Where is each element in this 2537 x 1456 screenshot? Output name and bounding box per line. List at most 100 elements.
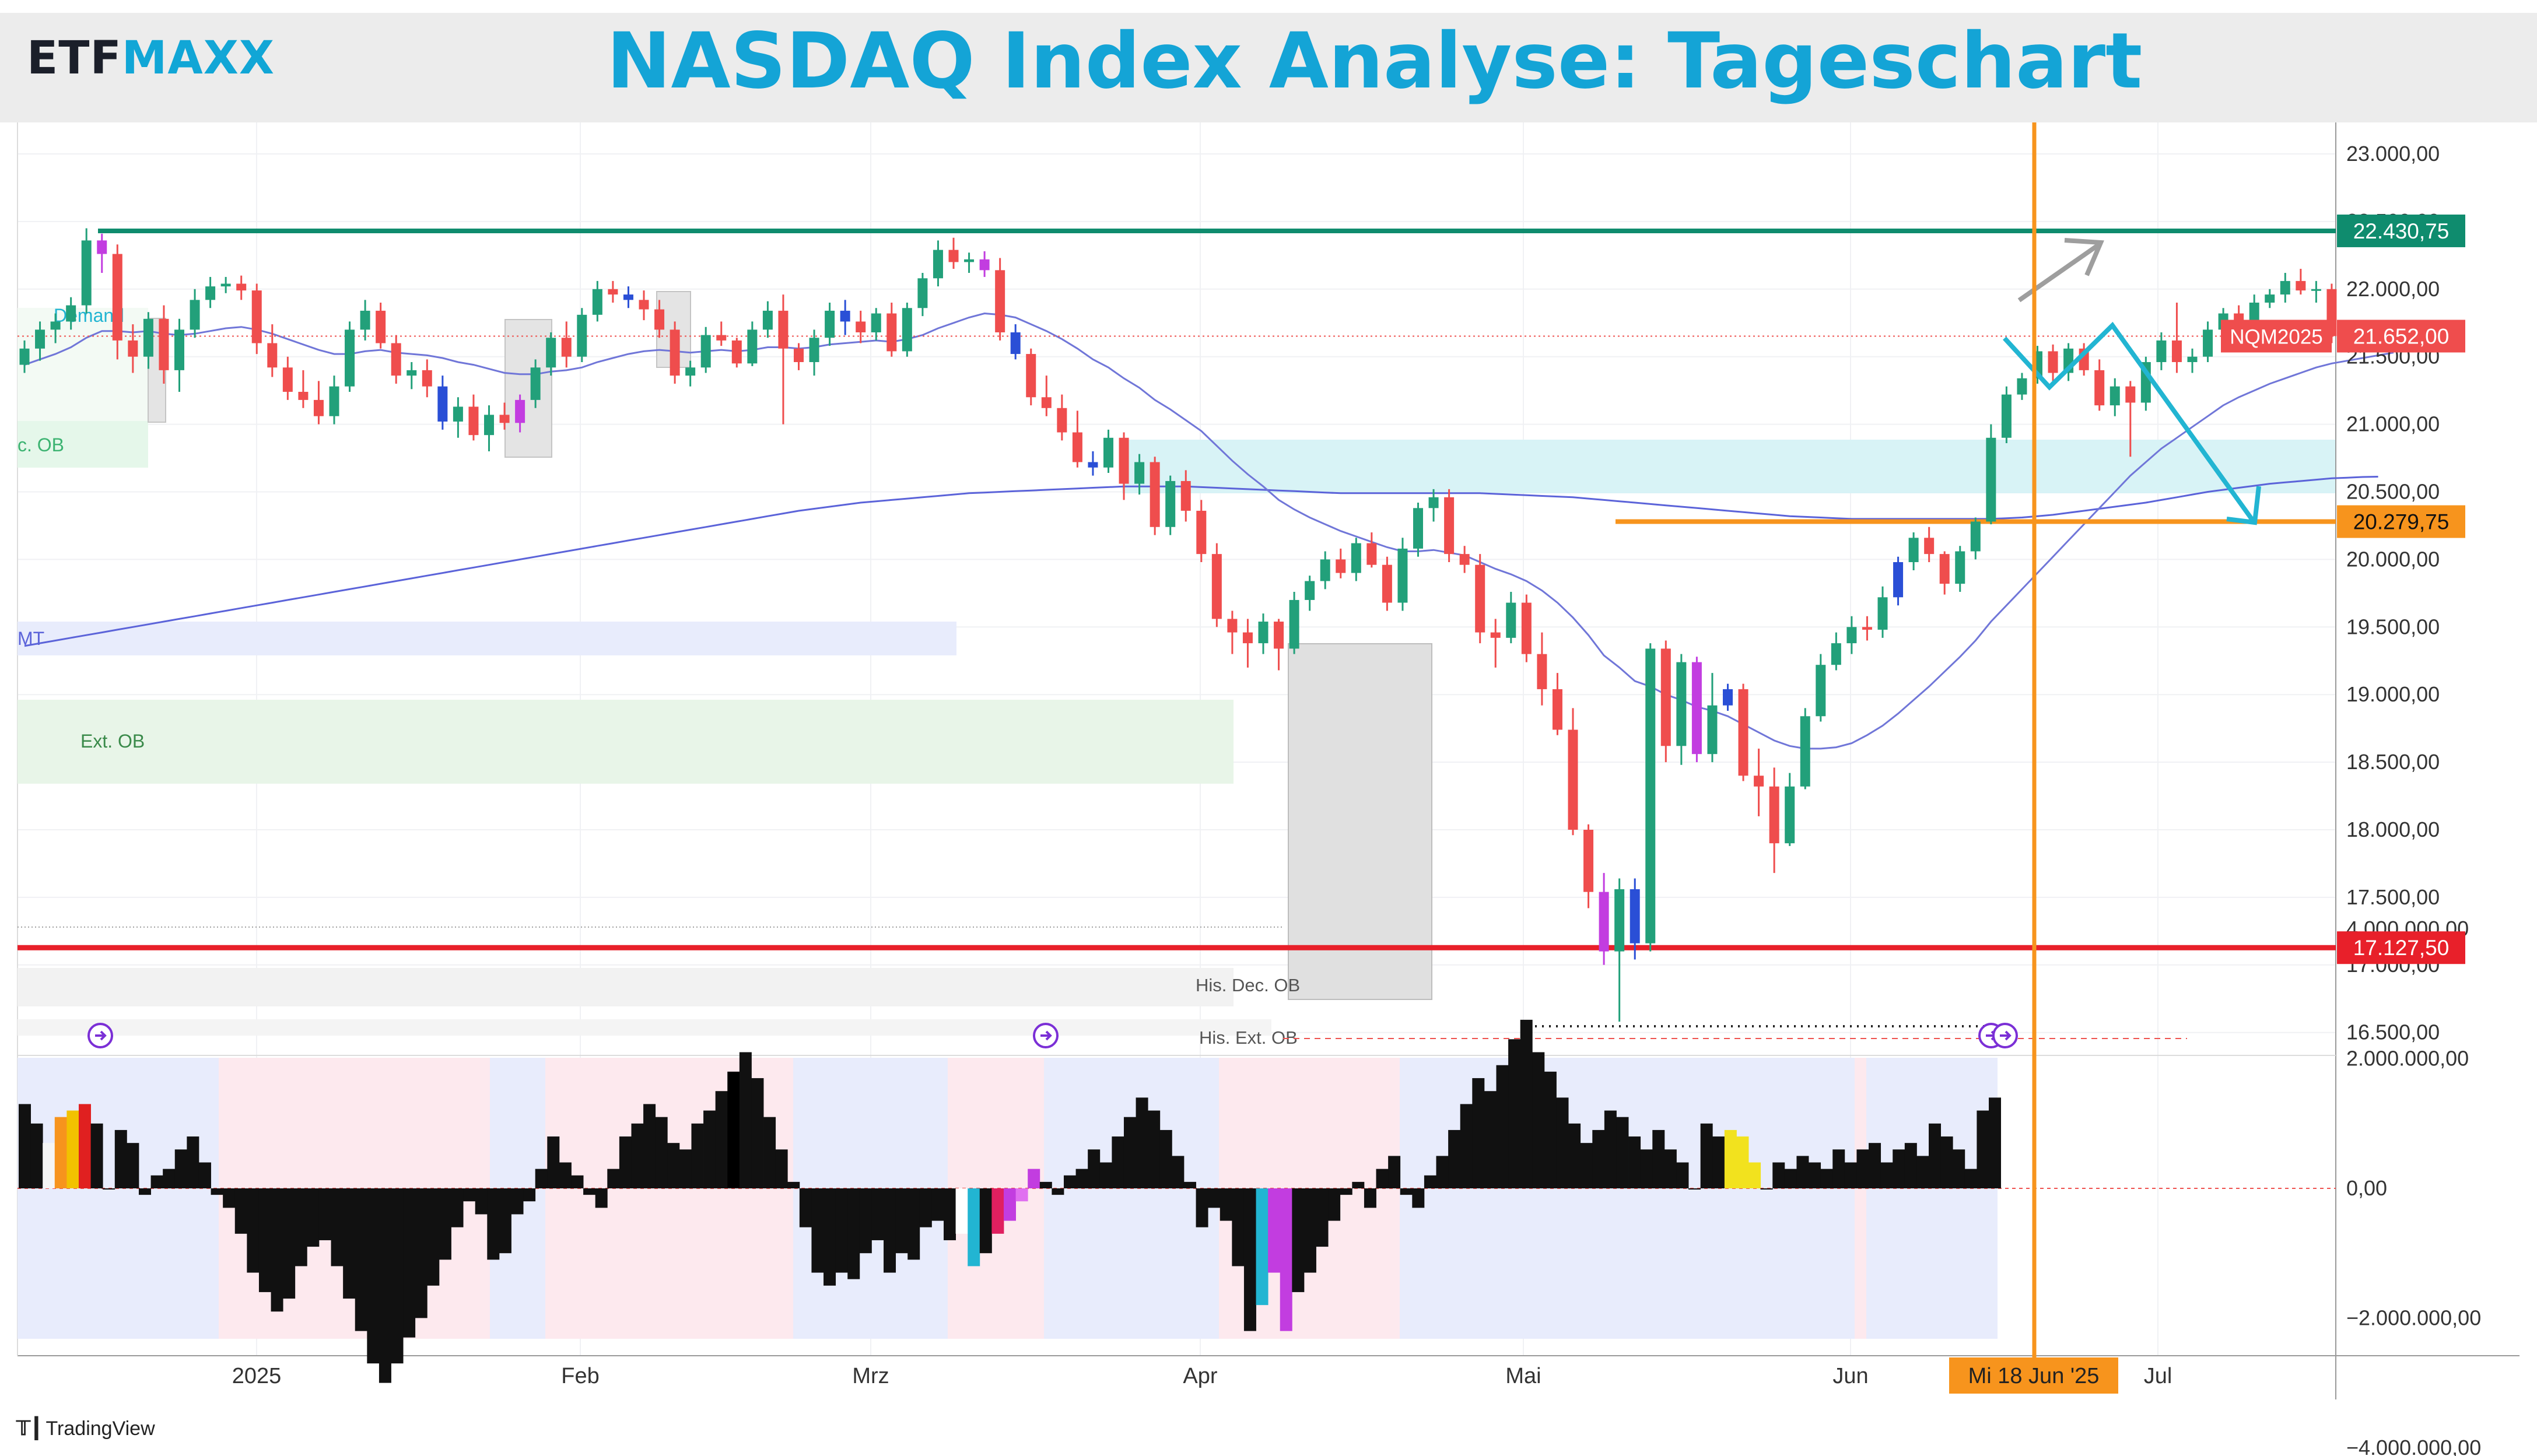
candle-body xyxy=(190,300,200,330)
candle xyxy=(66,297,76,330)
candle xyxy=(1103,429,1113,473)
candle-body xyxy=(577,314,587,357)
candle xyxy=(19,340,30,373)
candle-body xyxy=(1691,662,1702,755)
candle-body xyxy=(1444,497,1455,555)
oscillator-bar xyxy=(1700,1123,1713,1188)
oscillator-bar xyxy=(583,1188,596,1195)
oscillator-bar xyxy=(1893,1149,1905,1188)
candle xyxy=(731,338,742,368)
oscillator-bar xyxy=(1364,1188,1376,1208)
candle-body xyxy=(902,308,912,352)
candle-body xyxy=(1754,776,1764,787)
oscillator-bar xyxy=(1568,1123,1581,1188)
candle xyxy=(251,283,262,355)
oscillator-bar xyxy=(979,1188,992,1254)
candle xyxy=(1428,489,1439,522)
candle-body xyxy=(1165,480,1176,527)
candle xyxy=(1475,554,1485,644)
oscillator-tick-label: −2.000.000,00 xyxy=(2346,1306,2481,1329)
zone-label-c-ob: c. OB xyxy=(17,434,64,455)
oscillator-bar xyxy=(1316,1188,1329,1247)
candle-body xyxy=(1150,462,1160,527)
oscillator-tick-label: −4.000.000,00 xyxy=(2346,1436,2481,1456)
candle-body xyxy=(561,338,572,357)
candle xyxy=(2203,321,2213,362)
oscillator-bar xyxy=(1929,1123,1942,1188)
candle-body xyxy=(376,310,386,343)
candle-body xyxy=(1289,599,1299,649)
candle-body xyxy=(1026,354,1036,398)
candle-body xyxy=(1831,643,1841,665)
candle xyxy=(190,289,200,338)
oscillator-bar xyxy=(1604,1110,1617,1188)
his-dec-ob-zone xyxy=(17,968,1234,1006)
candle xyxy=(453,397,463,438)
candle-body xyxy=(66,305,76,322)
candle-body xyxy=(825,310,835,338)
oscillator-bar xyxy=(439,1188,451,1260)
oscillator-bar xyxy=(379,1188,391,1383)
candle-body xyxy=(1227,619,1238,633)
oscillator-bar xyxy=(1376,1169,1389,1188)
candle xyxy=(917,272,928,317)
candle-body xyxy=(391,343,401,376)
candle xyxy=(1490,619,1501,668)
ext-ob-zone xyxy=(17,700,1234,784)
oscillator-bar xyxy=(1977,1110,1989,1188)
oscillator-bar xyxy=(1989,1097,2001,1188)
candle xyxy=(1258,613,1268,654)
candle-body xyxy=(2094,370,2105,406)
oscillator-bar xyxy=(43,1143,55,1188)
candle-body xyxy=(2280,280,2290,295)
candle-body xyxy=(2296,280,2306,291)
symbol-label: NQM2025 xyxy=(2230,325,2323,348)
candle xyxy=(2296,269,2306,295)
candle-body xyxy=(1955,551,1965,584)
candle-body xyxy=(1305,581,1315,600)
candle xyxy=(747,321,758,366)
oscillator-bar xyxy=(1628,1136,1641,1188)
candle xyxy=(468,394,479,441)
candle-body xyxy=(716,335,727,341)
candle-body xyxy=(1428,497,1439,508)
oscillator-bar xyxy=(727,1071,740,1188)
candle-body xyxy=(128,340,138,357)
candle-body xyxy=(1970,521,1981,552)
candle-body xyxy=(1088,462,1098,468)
price-tick-label: 20.500,00 xyxy=(2346,480,2440,504)
oscillator-bar xyxy=(1844,1162,1857,1188)
candle xyxy=(546,332,556,376)
candle xyxy=(2110,378,2120,416)
candle xyxy=(2156,332,2167,370)
oscillator-bar xyxy=(1809,1162,1821,1188)
oscillator-bar xyxy=(835,1188,848,1273)
candle xyxy=(1134,454,1145,495)
candle xyxy=(1691,657,1702,763)
oscillator-bar xyxy=(1039,1181,1052,1188)
oscillator-bar xyxy=(1520,1019,1533,1188)
candle-body xyxy=(1846,627,1857,644)
candle xyxy=(1211,543,1222,627)
oscillator-bar xyxy=(884,1188,896,1273)
candle-body xyxy=(2048,351,2058,373)
candle-body xyxy=(2265,294,2275,303)
candle xyxy=(1986,424,1996,525)
candle xyxy=(345,321,355,392)
oscillator-bar xyxy=(931,1188,944,1221)
candle-body xyxy=(2017,378,2027,395)
price-tick-label: 23.000,00 xyxy=(2346,142,2440,166)
candle xyxy=(1165,475,1176,535)
candle-body xyxy=(1645,648,1656,943)
time-axis: 2025 Feb Mrz Apr Mai Jun Jul Mi 18 Jun '25 xyxy=(232,1357,2172,1394)
candle xyxy=(1738,683,1748,781)
oscillator-bar xyxy=(1256,1188,1268,1306)
oscillator-bar xyxy=(1484,1091,1497,1188)
oscillator-shade-band xyxy=(1855,1058,1866,1339)
candle-body xyxy=(1211,554,1222,619)
candle-body xyxy=(81,240,92,306)
candle-body xyxy=(1258,622,1268,644)
candle xyxy=(376,302,386,349)
price-tick-label: 22.000,00 xyxy=(2346,277,2440,301)
